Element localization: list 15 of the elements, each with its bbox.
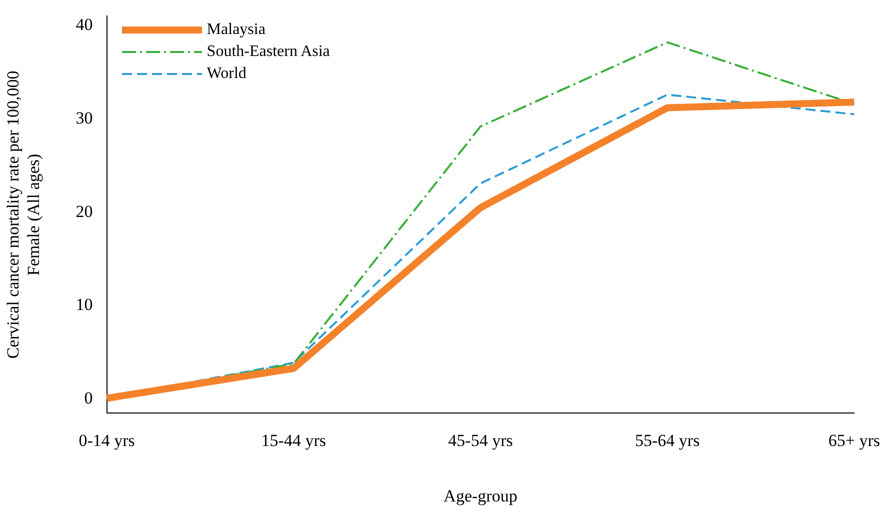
y-axis-title: Cervical cancer mortality rate per 100,000 Female (All ages) — [4, 70, 44, 359]
x-tick-label: 65+ yrs — [828, 430, 880, 450]
x-axis-title: Age-group — [444, 486, 518, 506]
y-tick-label: 30 — [76, 108, 93, 128]
y-tick-label: 0 — [84, 388, 93, 408]
x-tick-label: 55-64 yrs — [634, 430, 700, 450]
legend-label: World — [206, 64, 246, 84]
x-tick-label: 45-54 yrs — [448, 430, 513, 450]
legend-label: South-Eastern Asia — [206, 42, 330, 62]
y-tick-label: 20 — [76, 202, 93, 221]
legend-label: Malaysia — [206, 20, 266, 40]
x-tick-label: 15-44 yrs — [261, 430, 326, 450]
y-tick-label: 40 — [76, 15, 93, 34]
y-tick-label: 10 — [76, 295, 93, 314]
x-tick-label: 0-14 yrs — [78, 430, 135, 450]
